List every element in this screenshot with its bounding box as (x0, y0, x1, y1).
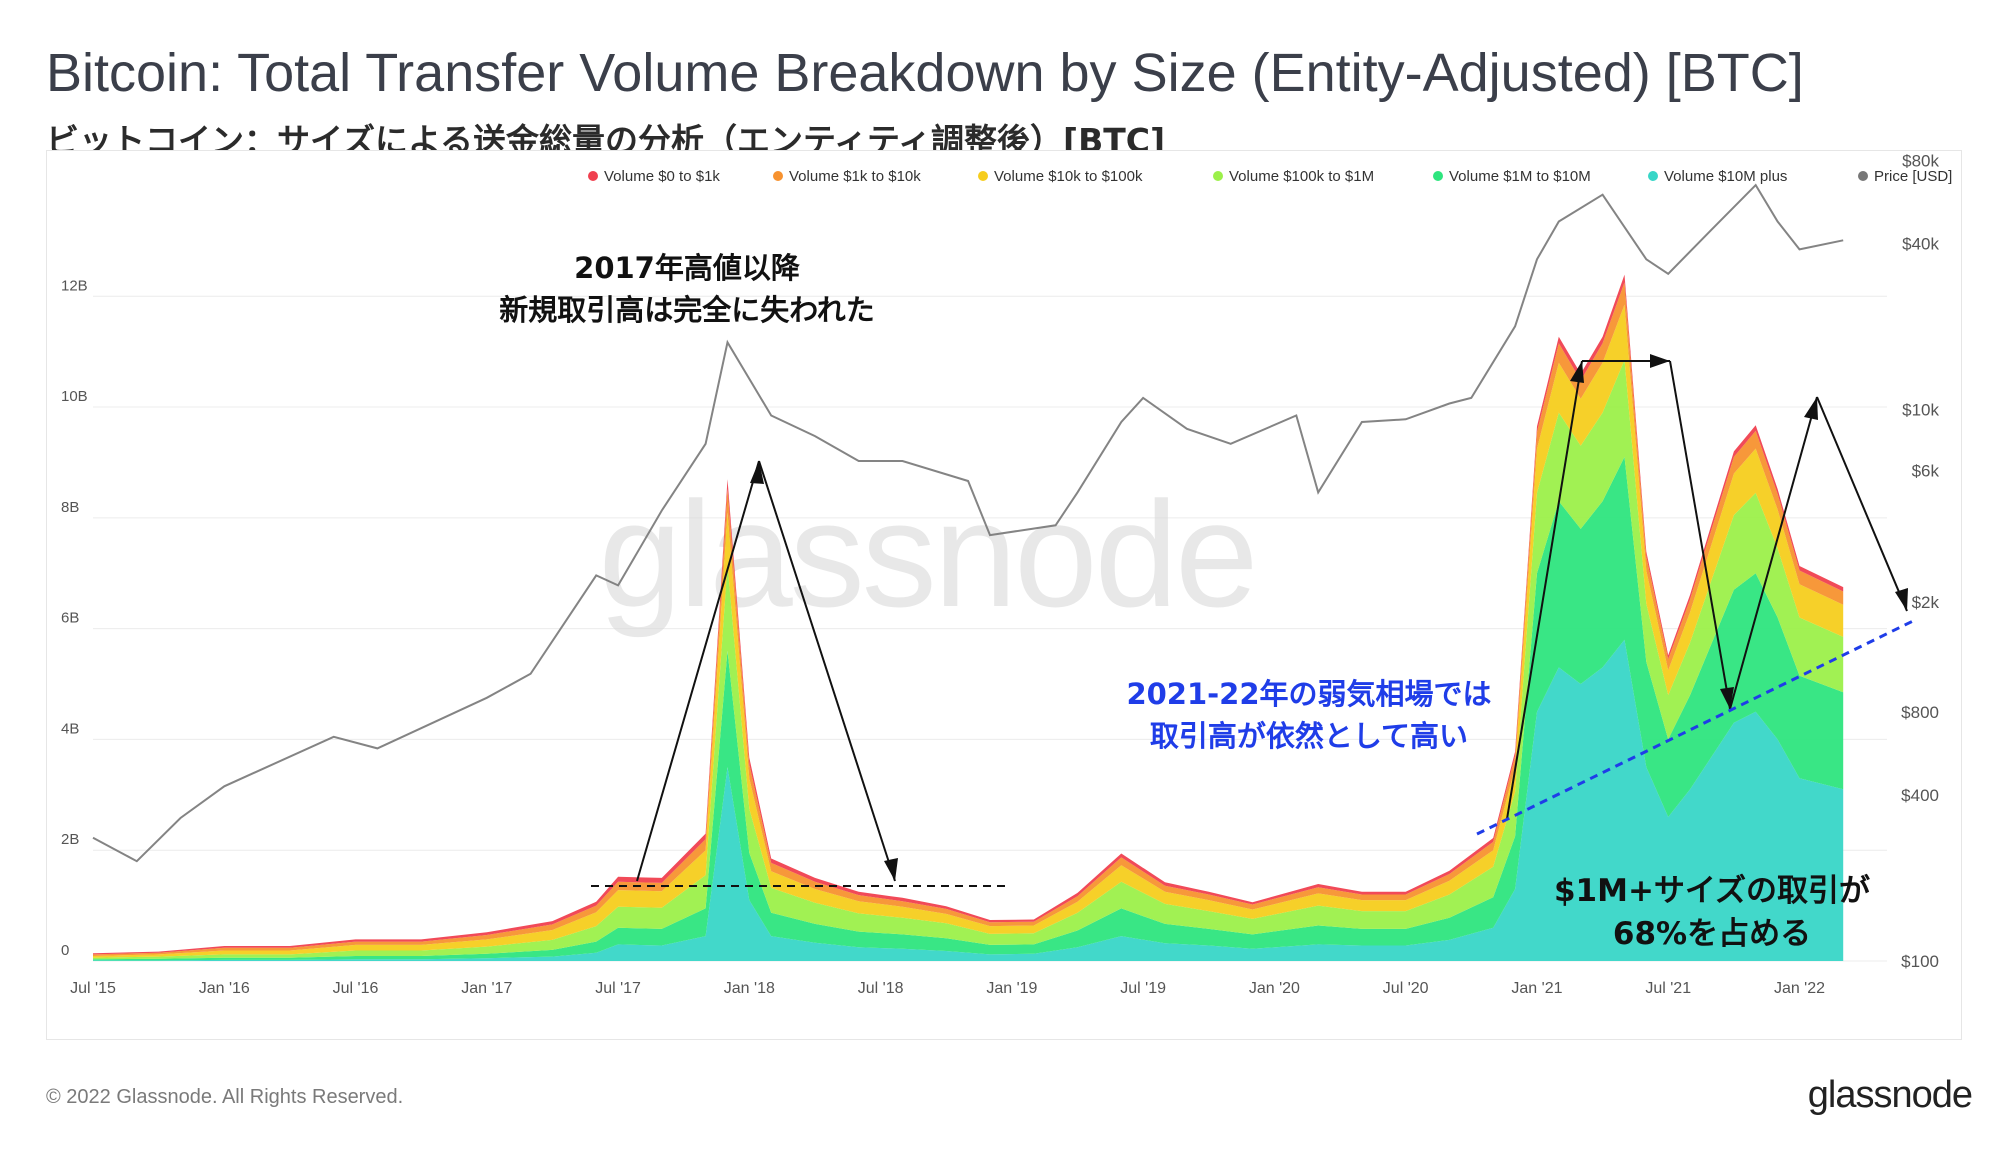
legend-marker (773, 171, 783, 181)
annotation-lines (591, 360, 1914, 887)
y-right-tick-label: $80k (1902, 151, 1939, 170)
arrow-head-1 (750, 461, 764, 484)
y-right-tick-label: $400 (1901, 786, 1939, 805)
arrow-heads (750, 354, 1908, 881)
x-tick-label: Jan '19 (986, 980, 1037, 997)
price-line (92, 183, 1844, 863)
arrow-head-7 (1895, 588, 1908, 611)
chart-svg: glassnode Jul '15 Jan '16 Jul '16 Jan '17 Ju… (61, 151, 1952, 997)
arrow-head-6 (1804, 397, 1818, 420)
x-tick-label: Jan '16 (199, 980, 250, 997)
legend-marker (588, 171, 598, 181)
arrow-down-2018 (758, 460, 896, 882)
annotation-peak-2017-line1: 2017年高値以降 (574, 251, 801, 285)
arrow-head-4 (1650, 354, 1670, 368)
legend-label: Volume $1M to $10M (1449, 168, 1591, 185)
annotation-bear-line1: 2021-22年の弱気相場では (1126, 677, 1491, 711)
page-title: Bitcoin: Total Transfer Volume Breakdown… (46, 43, 1804, 103)
arrow-up-2021 (1506, 360, 1583, 820)
y-right-tick-label: $10k (1902, 400, 1939, 419)
x-tick-label: Jul '17 (595, 980, 641, 997)
arrow-head-2 (884, 858, 898, 881)
x-tick-label: Jan '18 (724, 980, 775, 997)
y-right-tick-label: $800 (1901, 703, 1939, 722)
y-right-tick-label: $6k (1912, 462, 1940, 481)
legend-marker (1433, 171, 1443, 181)
legend-marker (1858, 171, 1868, 181)
legend-label: Volume $100k to $1M (1229, 168, 1374, 185)
legend-label: Volume $10k to $100k (994, 168, 1143, 185)
y-left-tick-label: 10B (61, 388, 88, 405)
legend-label: Volume $1k to $10k (789, 168, 921, 185)
x-tick-label: Jan '17 (461, 980, 512, 997)
y-left-tick-label: 4B (61, 720, 79, 737)
brand-logo: glassnode (1807, 1074, 1973, 1116)
arrow-head-3 (1570, 361, 1584, 383)
y-right-tick-label: $2k (1912, 593, 1940, 612)
arrow-down-2022 (1816, 396, 1908, 612)
x-tick-label: Jul '20 (1383, 980, 1429, 997)
annotation-texts: 2017年高値以降 新規取引高は完全に失われた 2021-22年の弱気相場では … (499, 251, 1870, 952)
x-tick-label: Jan '20 (1249, 980, 1300, 997)
legend-marker (1648, 171, 1658, 181)
y-left-axis-ticks: 0 2B 4B 6B 8B 10B 12B (61, 277, 88, 959)
x-tick-label: Jul '21 (1645, 980, 1691, 997)
stacked-areas (93, 274, 1844, 961)
annotation-large-line1: $1M+サイズの取引が (1554, 873, 1870, 909)
x-tick-label: Jul '19 (1120, 980, 1166, 997)
y-left-tick-label: 2B (61, 831, 79, 848)
x-tick-label: Jul '18 (858, 980, 904, 997)
area-band-5 (93, 639, 1844, 961)
y-right-tick-label: $40k (1902, 234, 1939, 253)
arrow-up-2017 (636, 460, 760, 882)
legend-label: Volume $10M plus (1664, 168, 1787, 185)
y-left-tick-label: 6B (61, 610, 79, 627)
arrow-up-late-2021 (1729, 396, 1818, 710)
x-tick-label: Jul '16 (333, 980, 379, 997)
watermark: glassnode (599, 470, 1256, 638)
x-tick-label: Jan '22 (1774, 980, 1825, 997)
blue-trend-line (1476, 619, 1914, 836)
y-left-tick-label: 0 (61, 942, 69, 959)
chart-panel: glassnode Jul '15 Jan '16 Jul '16 Jan '17 Ju… (46, 150, 1962, 1040)
x-tick-label: Jan '21 (1511, 980, 1562, 997)
legend: Volume $0 to $1k Volume $1k to $10k Volume… (588, 168, 1952, 185)
y-left-tick-label: 8B (61, 499, 79, 516)
legend-label: Price [USD] (1874, 168, 1952, 185)
price-layer (92, 183, 1844, 863)
copyright-footer: © 2022 Glassnode. All Rights Reserved. (46, 1086, 404, 1108)
y-left-tick-label: 12B (61, 277, 88, 294)
x-axis-ticks: Jul '15 Jan '16 Jul '16 Jan '17 Jul '17 Jan '… (70, 980, 1825, 997)
y-right-tick-label: $100 (1901, 952, 1939, 971)
annotation-large-line2: 68%を占める (1613, 916, 1811, 952)
annotation-bear-line2: 取引高が依然として高い (1150, 719, 1468, 753)
legend-label: Volume $0 to $1k (604, 168, 720, 185)
legend-marker (978, 171, 988, 181)
x-tick-label: Jul '15 (70, 980, 116, 997)
annotation-peak-2017-line2: 新規取引高は完全に失われた (499, 293, 875, 327)
legend-marker (1213, 171, 1223, 181)
arrow-down-2021 (1669, 360, 1731, 710)
y-right-axis-ticks: $100 $400 $800 $2k $6k $10k $40k $80k (1901, 151, 1939, 971)
arrow-head-5 (1720, 687, 1734, 709)
